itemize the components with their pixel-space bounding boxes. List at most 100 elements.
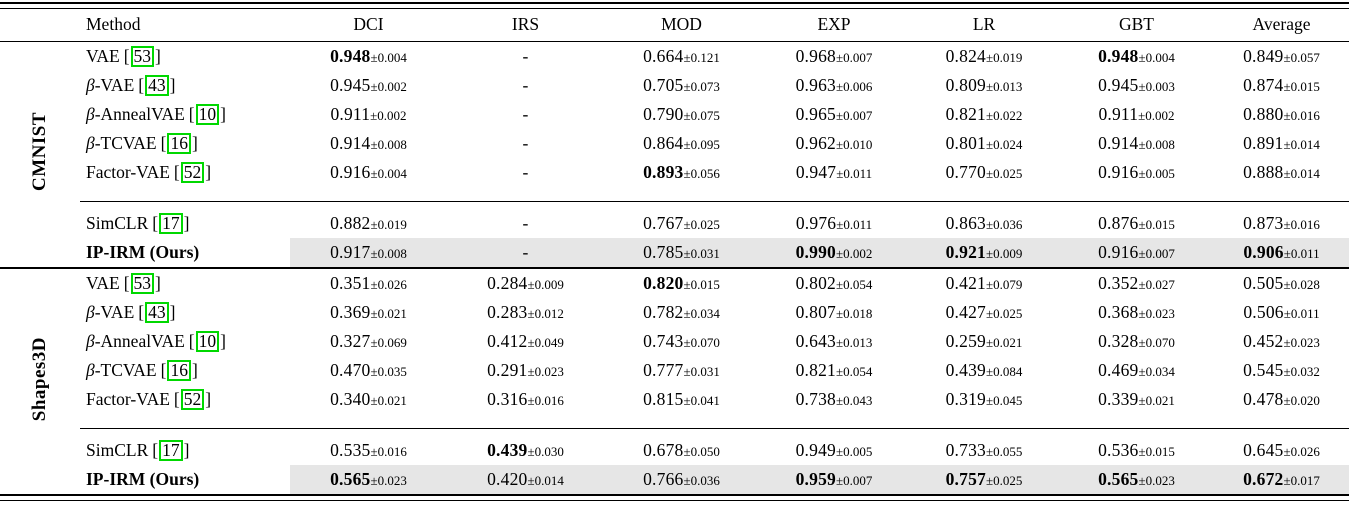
metric-value: 0.785 <box>643 242 684 262</box>
method-cell: IP-IRM (Ours) <box>80 465 290 494</box>
metric-stddev: ±0.017 <box>1283 473 1320 488</box>
metric-value: 0.705 <box>643 75 684 95</box>
metric-cell: 0.283±0.012 <box>447 298 604 327</box>
metric-value: 0.421 <box>945 273 986 293</box>
method-cell: Factor-VAE[52] <box>80 385 290 429</box>
header-row: Method DCI IRS MOD EXP LR GBT Average <box>0 9 1349 42</box>
citation-link[interactable]: [16] <box>161 132 198 155</box>
method-name: SimCLR <box>86 439 149 460</box>
metric-cell: 0.947±0.011 <box>759 158 909 202</box>
metric-value: 0.948 <box>330 46 371 66</box>
table-header: Method DCI IRS MOD EXP LR GBT Average <box>0 9 1349 42</box>
metric-cell: 0.790±0.075 <box>604 100 759 129</box>
metric-value: 0.412 <box>487 331 528 351</box>
metric-cell: 0.439±0.084 <box>909 356 1059 385</box>
dataset-label: Shapes3D <box>0 267 80 494</box>
metric-value: 0.470 <box>330 360 371 380</box>
metric-stddev: ±0.016 <box>1283 217 1320 232</box>
method-cell: IP-IRM (Ours) <box>80 238 290 268</box>
metric-cell: - <box>447 158 604 202</box>
metric-stddev: ±0.070 <box>1138 335 1175 350</box>
metric-cell: - <box>447 71 604 100</box>
metric-cell: 0.678±0.050 <box>604 428 759 465</box>
metric-value: 0.916 <box>1098 242 1139 262</box>
table-row: β-TCVAE[16] 0.470±0.035 0.291±0.023 0.777±0… <box>0 356 1349 385</box>
metric-cell: 0.876±0.015 <box>1059 201 1214 238</box>
metric-cell: 0.809±0.013 <box>909 71 1059 100</box>
metric-value: 0.801 <box>945 133 986 153</box>
metric-stddev: ±0.011 <box>1283 306 1320 321</box>
metric-cell: 0.766±0.036 <box>604 465 759 494</box>
method-name: β-VAE <box>86 74 135 95</box>
metric-cell: 0.291±0.023 <box>447 356 604 385</box>
metric-cell: 0.873±0.016 <box>1214 201 1349 238</box>
metric-stddev: ±0.009 <box>985 246 1023 261</box>
metric-value: 0.545 <box>1243 360 1284 380</box>
column-header-dci: DCI <box>290 9 447 42</box>
metric-cell: 0.643±0.013 <box>759 327 909 356</box>
metric-stddev: ±0.005 <box>835 444 873 459</box>
table-row: Factor-VAE[52] 0.916±0.004-0.893±0.056 0.9… <box>0 158 1349 202</box>
citation-close-bracket: ] <box>191 132 198 153</box>
citation-link[interactable]: [53] <box>124 272 161 295</box>
citation-open-bracket: [ <box>138 301 145 322</box>
metric-cell: 0.328±0.070 <box>1059 327 1214 356</box>
metric-value: 0.316 <box>487 389 528 409</box>
citation-link[interactable]: [52] <box>173 161 211 184</box>
metric-value: 0.645 <box>1243 440 1284 460</box>
metric-stddev: ±0.014 <box>527 473 564 488</box>
citation-link[interactable]: [43] <box>138 301 176 324</box>
metric-value: 0.820 <box>643 273 684 293</box>
metric-value: 0.916 <box>330 162 371 182</box>
metric-cell: 0.452±0.023 <box>1214 327 1349 356</box>
metric-cell: 0.824±0.019 <box>909 42 1059 72</box>
metric-value: 0.914 <box>1098 133 1139 153</box>
metric-cell: 0.470±0.035 <box>290 356 447 385</box>
metric-stddev: ±0.023 <box>1283 335 1320 350</box>
metric-value: 0.478 <box>1243 389 1284 409</box>
metric-value: 0.876 <box>1098 213 1139 233</box>
citation-link[interactable]: [53] <box>124 45 161 68</box>
citation-link[interactable]: [17] <box>152 212 189 235</box>
citation-link[interactable]: [16] <box>161 359 198 382</box>
metric-value: 0.891 <box>1243 133 1284 153</box>
citation-close-bracket: ] <box>169 301 176 322</box>
metric-stddev: ±0.069 <box>370 335 407 350</box>
citation-link[interactable]: [10] <box>189 103 226 126</box>
metric-value: 0.914 <box>330 133 371 153</box>
citation-number: 52 <box>180 161 205 184</box>
metric-value: 0.340 <box>330 389 371 409</box>
method-cell: β-VAE[43] <box>80 298 290 327</box>
citation-link[interactable]: [43] <box>138 74 175 97</box>
citation-number: 10 <box>195 330 220 353</box>
metric-value: 0.351 <box>330 273 371 293</box>
column-header-mod: MOD <box>604 9 759 42</box>
metric-cell: 0.368±0.023 <box>1059 298 1214 327</box>
metric-value: 0.535 <box>330 440 371 460</box>
metric-stddev: ±0.003 <box>1138 79 1175 94</box>
method-cell: SimCLR[17] <box>80 201 290 238</box>
metric-cell: 0.259±0.021 <box>909 327 1059 356</box>
citation-link[interactable]: [17] <box>152 439 189 462</box>
citation-number: 53 <box>130 272 155 295</box>
citation-link[interactable]: [10] <box>189 330 226 353</box>
metric-value: 0.319 <box>945 389 986 409</box>
column-header-gbt: GBT <box>1059 9 1214 42</box>
metric-value: 0.733 <box>945 440 986 460</box>
metric-stddev: ±0.079 <box>985 277 1023 292</box>
metric-stddev: ±0.013 <box>835 335 873 350</box>
metric-cell: 0.882±0.019 <box>290 201 447 238</box>
metric-cell: 0.821±0.054 <box>759 356 909 385</box>
metric-stddev: ±0.007 <box>1138 246 1175 261</box>
table-row: β-VAE[43] 0.945±0.002-0.705±0.073 0.963±0.… <box>0 71 1349 100</box>
metric-value: 0.368 <box>1098 302 1139 322</box>
metric-stddev: ±0.022 <box>985 108 1023 123</box>
metric-cell: 0.802±0.054 <box>759 267 909 298</box>
citation-link[interactable]: [52] <box>174 388 211 411</box>
metric-stddev: ±0.023 <box>1138 306 1175 321</box>
metric-cell: 0.880±0.016 <box>1214 100 1349 129</box>
metric-value: 0.664 <box>643 46 684 66</box>
metric-stddev: ±0.004 <box>1138 50 1175 65</box>
citation-open-bracket: [ <box>173 161 180 182</box>
metric-value: 0.802 <box>795 273 836 293</box>
